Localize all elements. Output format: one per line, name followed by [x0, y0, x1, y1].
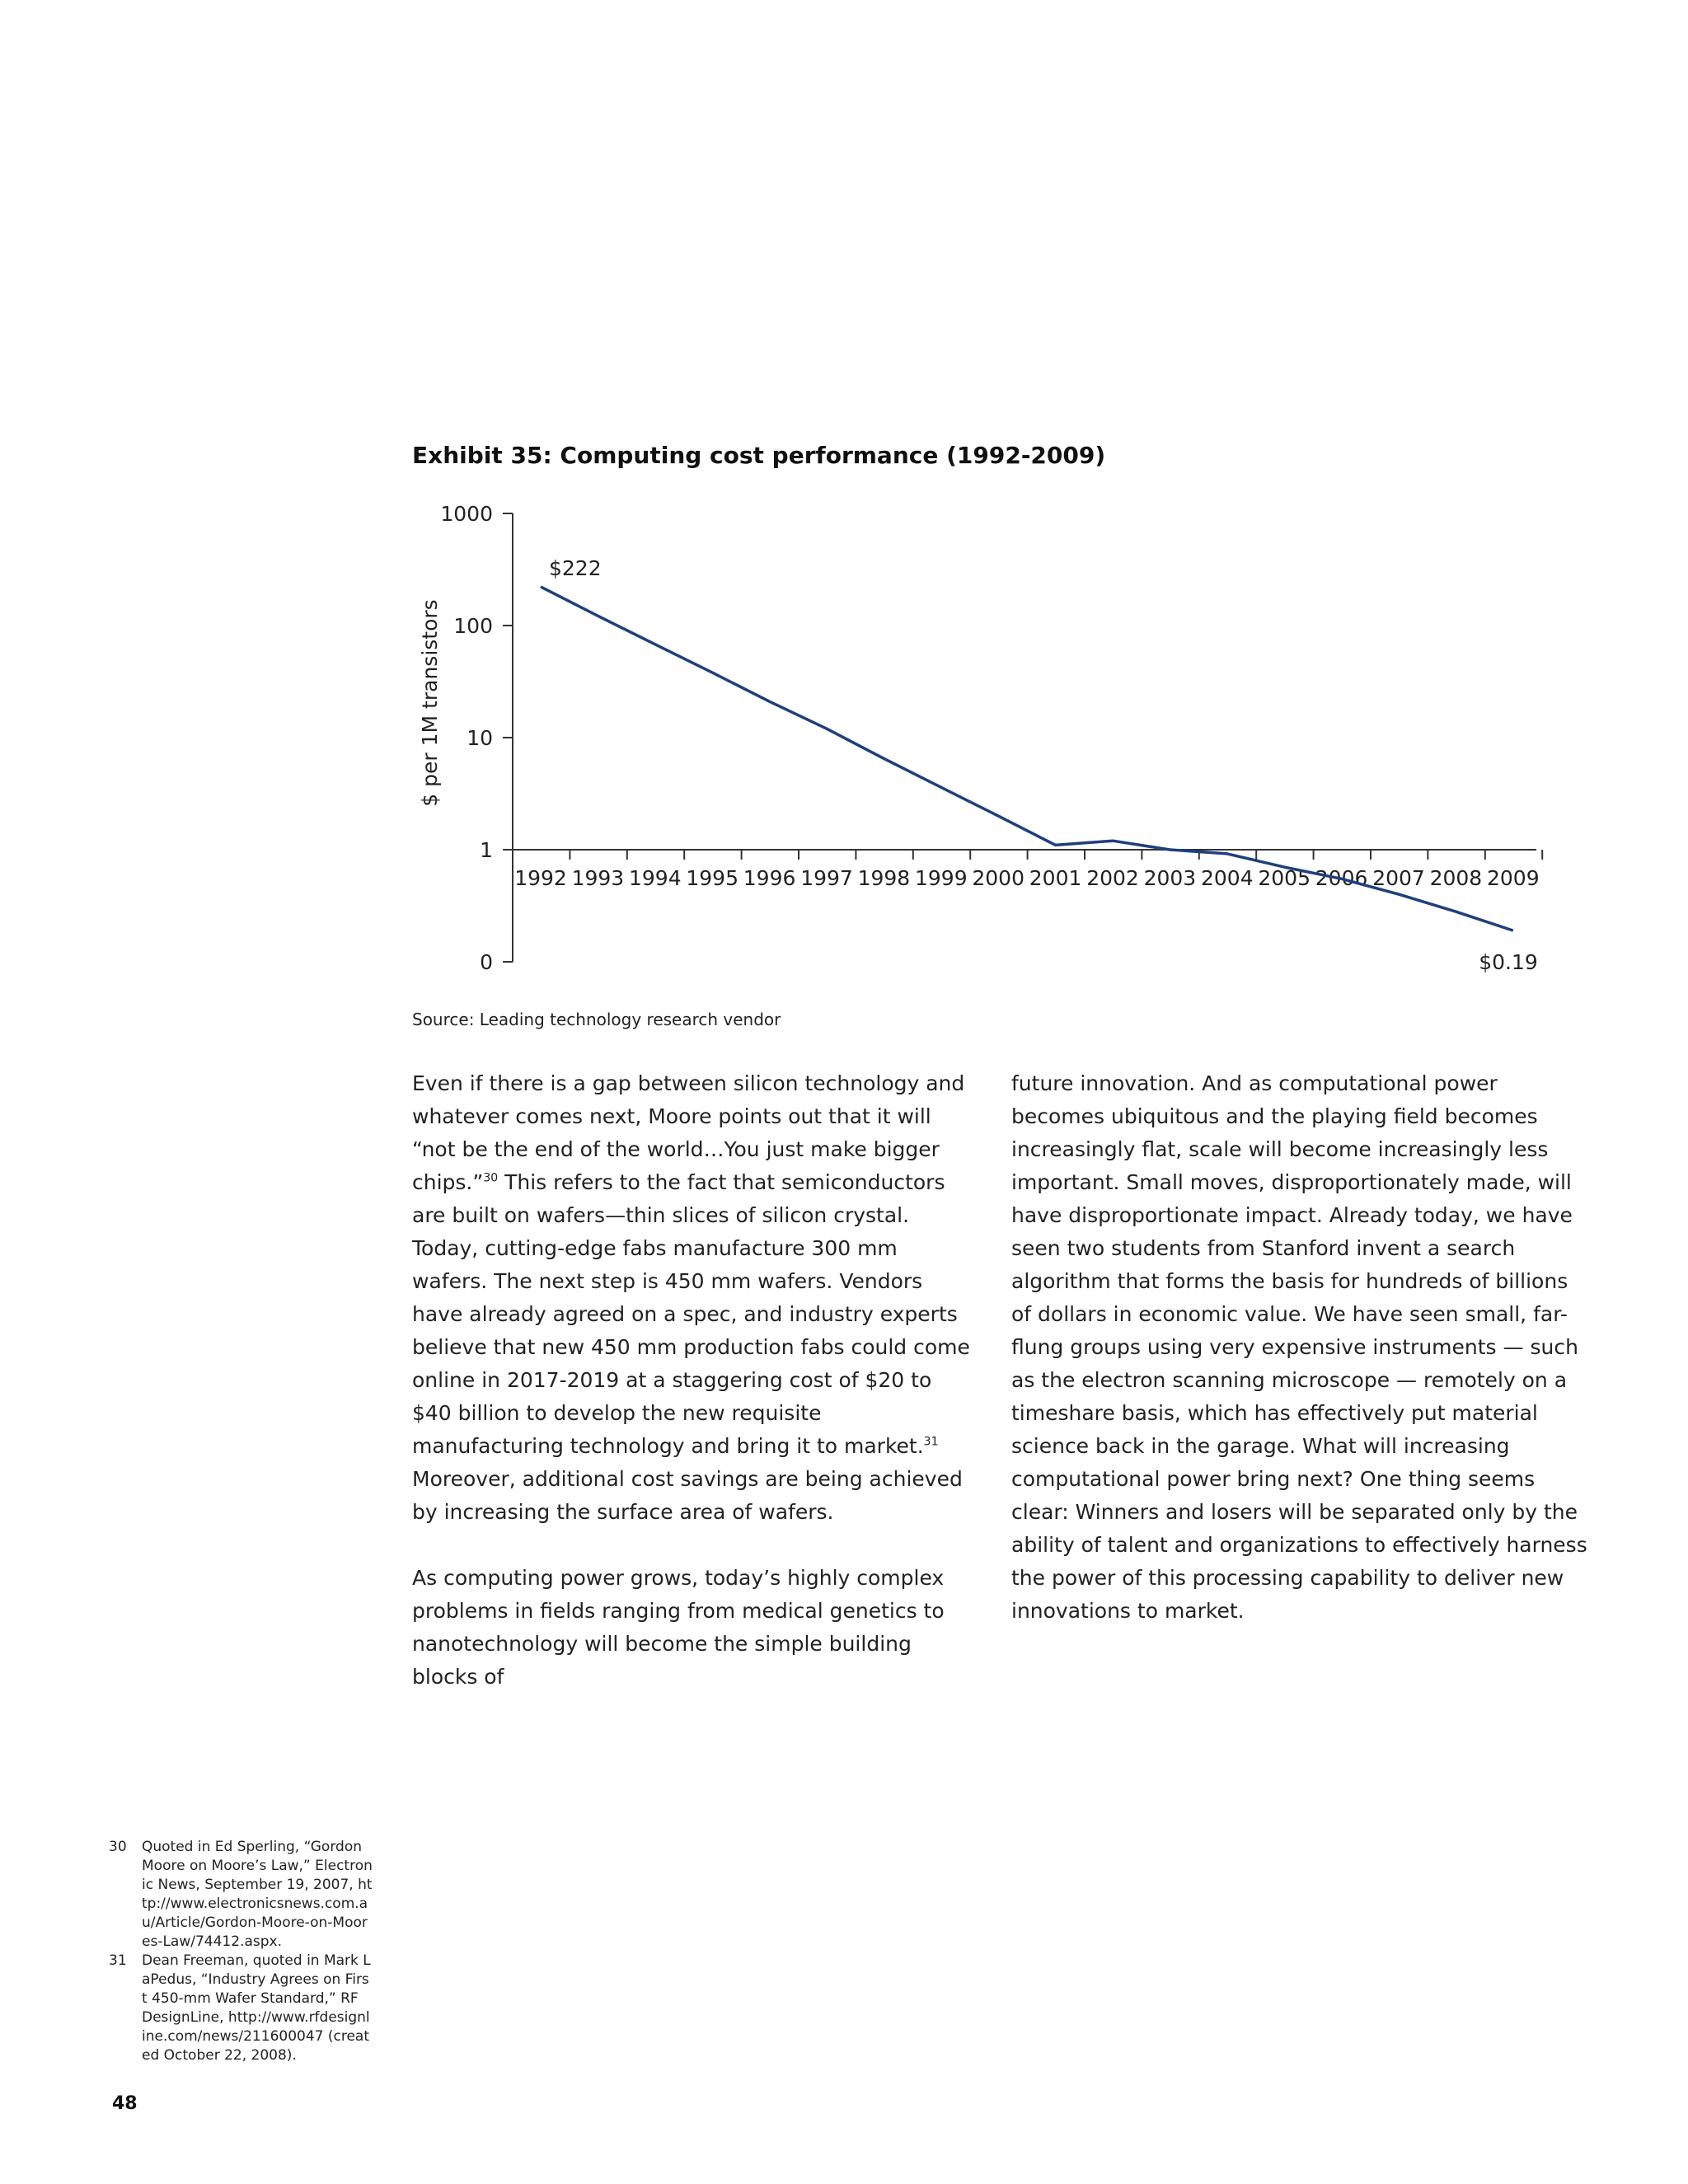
- y-tick-label: 100: [453, 614, 493, 638]
- body-column-right: future innovation. And as computational …: [1011, 1067, 1588, 1628]
- data-label: $222: [549, 556, 602, 580]
- footnotes: 30 Quoted in Ed Sperling, “Gordon Moore o…: [109, 1838, 381, 2065]
- x-tick-label: 1992: [514, 866, 567, 890]
- x-tick-label: 1995: [686, 866, 738, 890]
- footnote-number: 31: [109, 1952, 127, 1969]
- x-tick-label: 1999: [915, 866, 968, 890]
- data-label: $0.19: [1479, 950, 1538, 974]
- page-number: 48: [112, 2093, 138, 2114]
- footnote-reference[interactable]: 31: [923, 1435, 939, 1449]
- footnote-reference[interactable]: 30: [483, 1171, 499, 1185]
- footnote-number: 30: [109, 1839, 127, 1855]
- x-tick-label: 2000: [972, 866, 1025, 890]
- chart-source: Source: Leading technology research vend…: [412, 1010, 781, 1029]
- x-tick-label: 1997: [800, 866, 853, 890]
- x-tick-label: 1996: [743, 866, 796, 890]
- x-tick-label: 2003: [1144, 866, 1197, 890]
- y-tick-label: 0: [480, 950, 493, 974]
- x-tick-label: 2008: [1430, 866, 1483, 890]
- x-axis-ticks: 1992 1993 1994 1995 1996 1997 1998 1999 2000 2001…: [514, 850, 1544, 890]
- x-tick-label: 1993: [572, 866, 625, 890]
- x-tick-label: 2009: [1487, 866, 1540, 890]
- footnote-text: Quoted in Ed Sperling, “Gordon Moore on …: [142, 1839, 373, 1950]
- chart-series: [540, 585, 1514, 932]
- x-tick-label: 2004: [1201, 866, 1254, 890]
- x-tick-label: 2002: [1086, 866, 1139, 890]
- x-tick-label: 2007: [1372, 866, 1425, 890]
- body-paragraph: future innovation. And as computational …: [1011, 1071, 1587, 1623]
- text-run: As computing power grows, today’s highly…: [412, 1566, 945, 1689]
- x-tick-label: 1994: [629, 866, 682, 890]
- text-run: Moreover, additional cost savings are be…: [412, 1467, 963, 1524]
- y-tick-label: 1: [480, 838, 493, 862]
- y-tick-label: 10: [467, 726, 493, 750]
- body-column-left: Even if there is a gap between silicon t…: [412, 1067, 973, 1694]
- text-run: This refers to the fact that semiconduct…: [412, 1170, 970, 1458]
- footnote: 31 Dean Freeman, quoted in Mark LaPedus, …: [109, 1952, 381, 2065]
- footnote: 30 Quoted in Ed Sperling, “Gordon Moore o…: [109, 1838, 381, 1952]
- body-paragraph: Even if there is a gap between silicon t…: [412, 1067, 973, 1529]
- chart-axes: [512, 513, 1536, 962]
- series-line: [540, 585, 1514, 932]
- x-tick-label: 1998: [858, 866, 911, 890]
- exhibit-title: Exhibit 35: Computing cost performance (…: [412, 442, 1106, 469]
- y-axis-label: $ per 1M transistors: [418, 599, 442, 806]
- x-tick-label: 2001: [1029, 866, 1082, 890]
- footnote-text: Dean Freeman, quoted in Mark LaPedus, “I…: [142, 1952, 371, 2064]
- text-run: Even if there is a gap between silicon t…: [412, 1071, 965, 1194]
- body-paragraph: As computing power grows, today’s highly…: [412, 1562, 973, 1694]
- data-labels: $222 $0.19: [549, 556, 1538, 974]
- y-tick-label: 1000: [440, 502, 493, 526]
